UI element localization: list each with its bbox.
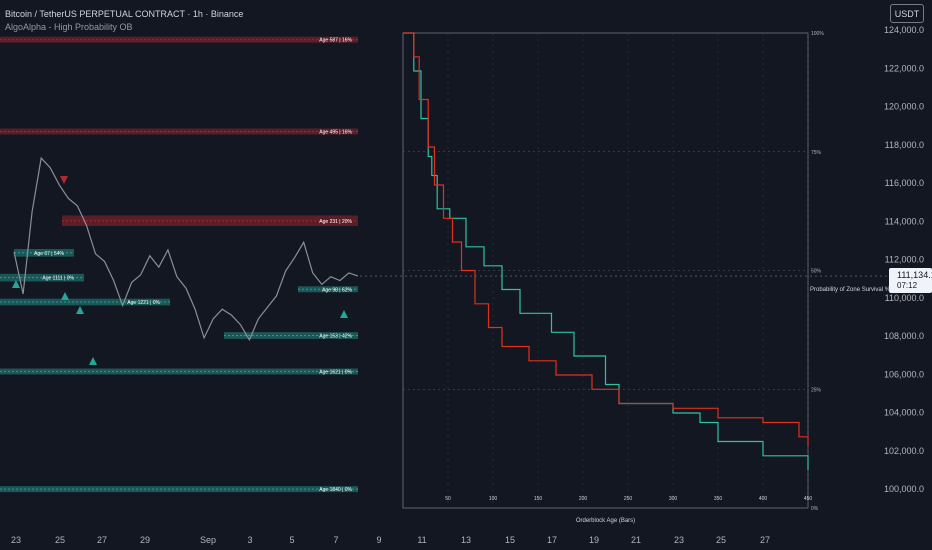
survival-y-tick: 100%: [811, 31, 824, 37]
price-axis-tick: 122,000.0: [884, 63, 924, 73]
order-block-zone: [0, 486, 358, 493]
time-axis-label: 23: [674, 535, 684, 545]
time-axis-label: 25: [55, 535, 65, 545]
price-axis-tick: 116,000.0: [885, 178, 924, 188]
price-axis-tick: 114,000.0: [885, 216, 924, 226]
order-block-label: Age 67 | 54%: [34, 251, 64, 257]
price-axis-tick: 104,000.0: [884, 408, 924, 418]
bullish-signal-marker: [89, 357, 97, 365]
time-axis-label: 17: [547, 535, 557, 545]
time-axis-label: 29: [140, 535, 150, 545]
bullish-signal-marker: [61, 292, 69, 300]
time-axis-label: 27: [97, 535, 107, 545]
survival-curve-red: [403, 32, 809, 447]
price-axis-tick: 102,000.0: [884, 446, 924, 456]
order-block-label: Age 98 | 62%: [322, 287, 352, 293]
price-axis-tick: 112,000.0: [885, 255, 924, 265]
survival-x-tick: 350: [714, 496, 723, 502]
price-series-line: [13, 156, 359, 342]
order-block-label: Age 1221 | 0%: [127, 300, 160, 306]
time-axis-label: 25: [716, 535, 726, 545]
time-axis-label: 23: [11, 535, 21, 545]
order-block-label: Age 153 | 42%: [319, 334, 352, 340]
order-block-zone: [0, 128, 358, 135]
order-block-zone: [0, 368, 358, 375]
time-axis-label: 11: [417, 535, 426, 545]
survival-x-tick: 400: [759, 496, 768, 502]
price-axis-tick: 120,000.0: [884, 102, 924, 112]
time-axis-label: Sep: [200, 535, 216, 545]
survival-ylabel: Probability of Zone Survival %: [810, 287, 891, 293]
bullish-signal-marker: [12, 280, 20, 288]
time-axis-label: 5: [289, 535, 294, 545]
time-axis-label: 3: [247, 535, 252, 545]
survival-y-tick: 75%: [811, 150, 822, 156]
order-block-label: Age 1111 | 0%: [42, 276, 74, 282]
bullish-signal-marker: [340, 310, 348, 318]
currency-button[interactable]: USDT: [890, 4, 924, 23]
order-block-label: Age 231 | 20%: [319, 219, 352, 225]
survival-y-tick: 50%: [811, 269, 822, 275]
survival-curve-teal: [403, 32, 809, 470]
time-axis-label: 21: [631, 535, 641, 545]
survival-y-tick: 25%: [811, 387, 822, 393]
price-axis-tick: 108,000.0: [884, 331, 924, 341]
last-price-value: 111,134.1: [897, 270, 932, 280]
symbol-title: Bitcoin / TetherUS PERPETUAL CONTRACT · …: [5, 9, 244, 19]
survival-xlabel: Orderblock Age (Bars): [576, 518, 635, 524]
survival-y-tick: 0%: [811, 506, 819, 512]
survival-x-tick: 450: [804, 496, 813, 502]
survival-x-tick: 300: [669, 496, 678, 502]
time-axis-label: 19: [589, 535, 599, 545]
price-axis-tick: 124,000.0: [884, 25, 924, 35]
order-block-label: Age 1621 | 0%: [319, 370, 352, 376]
time-axis-label: 15: [505, 535, 515, 545]
survival-x-tick: 200: [579, 496, 588, 502]
survival-x-tick: 250: [624, 496, 633, 502]
bullish-signal-marker: [76, 306, 84, 314]
bearish-signal-marker: [60, 176, 68, 184]
price-axis-tick: 100,000.0: [884, 484, 924, 494]
order-block-zone: [0, 36, 358, 43]
order-block-label: Age 495 | 16%: [319, 129, 352, 135]
time-axis-label: 9: [376, 535, 381, 545]
time-axis-label: 7: [333, 535, 338, 545]
last-price-label: 111,134.1 07:12: [889, 268, 932, 293]
time-axis-label: 13: [461, 535, 471, 545]
survival-x-tick: 50: [445, 496, 451, 502]
price-axis-tick: 118,000.0: [885, 140, 924, 150]
survival-x-tick: 100: [489, 496, 498, 502]
order-block-zone: [224, 332, 358, 339]
survival-x-tick: 150: [534, 496, 543, 502]
price-axis-tick: 106,000.0: [884, 369, 924, 379]
order-block-label: Age 587 | 16%: [319, 38, 352, 44]
indicator-name[interactable]: AlgoAlpha - High Probability OB: [5, 22, 133, 32]
time-axis-label: 27: [760, 535, 770, 545]
bar-countdown: 07:12: [897, 281, 918, 290]
price-axis-tick: 110,000.0: [885, 293, 924, 303]
order-block-label: Age 1840 | 0%: [319, 487, 352, 493]
